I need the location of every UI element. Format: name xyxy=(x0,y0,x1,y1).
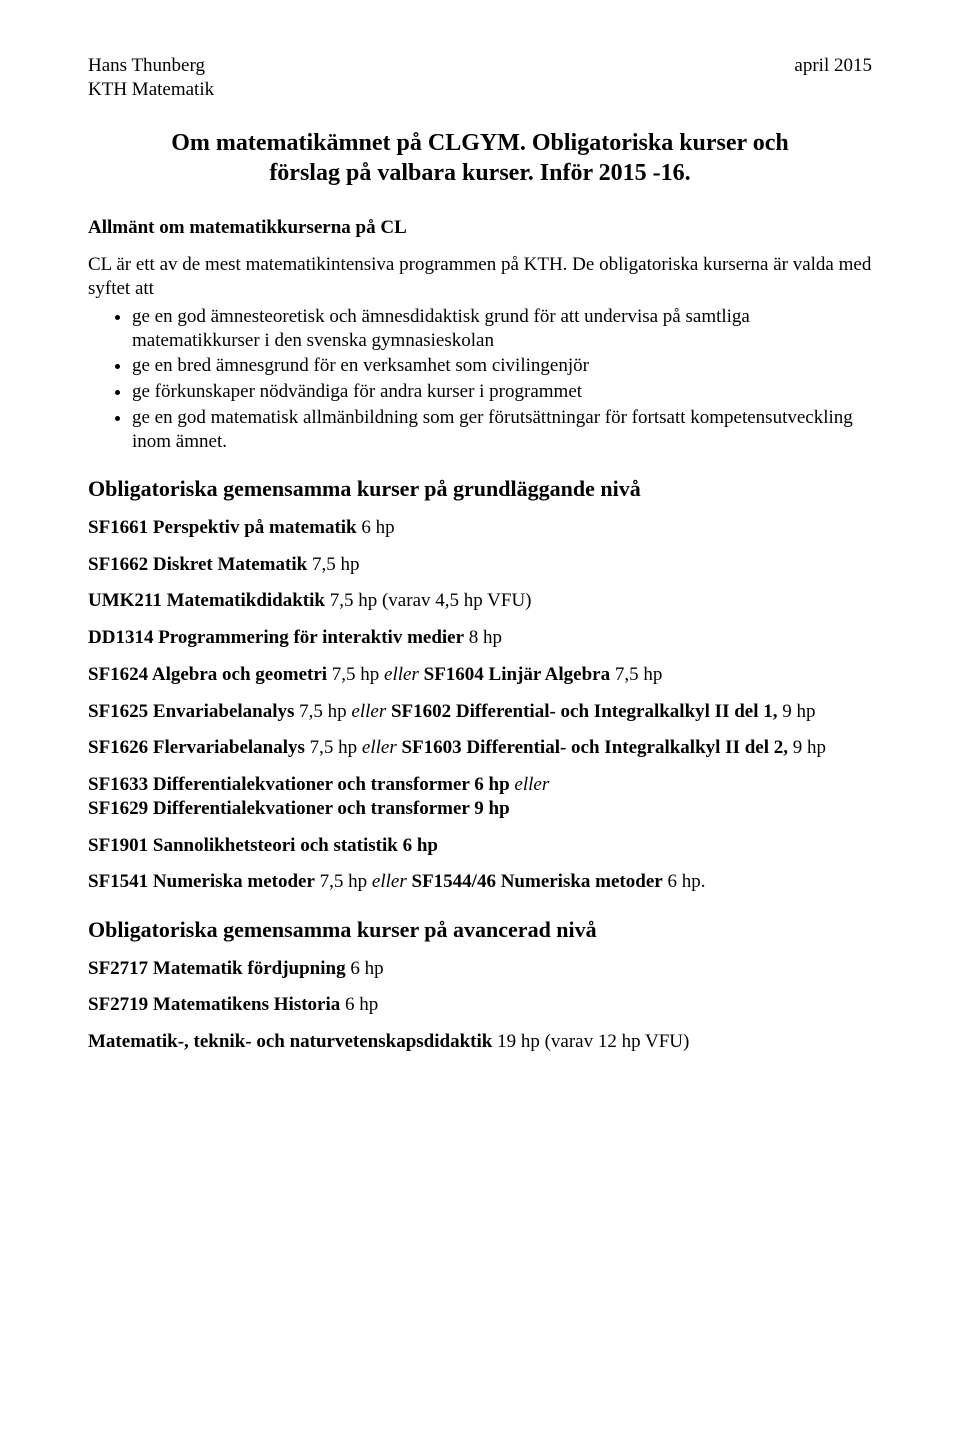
objectives-list: ge en god ämnesteoretisk och ämnesdidakt… xyxy=(88,305,872,454)
course-sf1541: SF1541 Numeriska metoder 7,5 hp eller SF… xyxy=(88,870,872,894)
title-line-1: Om matematikämnet på CLGYM. Obligatorisk… xyxy=(171,130,789,156)
course-credits: 7,5 hp xyxy=(294,701,351,722)
list-item: ge en god ämnesteoretisk och ämnesdidakt… xyxy=(132,305,872,353)
course-sf1624: SF1624 Algebra och geometri 7,5 hp eller… xyxy=(88,663,872,687)
course-credits: 7,5 hp (varav 4,5 hp VFU) xyxy=(325,590,532,611)
page-header: Hans Thunberg KTH Matematik april 2015 xyxy=(88,54,872,102)
course-alt-title: SF1544/46 Numeriska metoder xyxy=(407,871,663,892)
eller-word: eller xyxy=(362,737,397,758)
course-code-title: SF1624 Algebra och geometri xyxy=(88,664,327,685)
course-code-title: SF2717 Matematik fördjupning xyxy=(88,958,346,979)
course-credits: 19 hp (varav 12 hp VFU) xyxy=(492,1031,689,1052)
course-sf1633: SF1633 Differentialekvationer och transf… xyxy=(88,773,872,797)
course-code-title: SF2719 Matematikens Historia xyxy=(88,994,340,1015)
course-alt-title: SF1603 Differential- och Integralkalkyl … xyxy=(397,737,788,758)
course-sf2717: SF2717 Matematik fördjupning 6 hp xyxy=(88,957,872,981)
course-sf1901: SF1901 Sannolikhetsteori och statistik 6… xyxy=(88,834,872,858)
course-credits: 6 hp xyxy=(357,517,395,538)
course-alt-credits: 6 hp. xyxy=(663,871,706,892)
section-oblig-adv-heading: Obligatoriska gemensamma kurser på avanc… xyxy=(88,916,872,944)
author-name: Hans Thunberg xyxy=(88,55,205,76)
course-alt-credits: 7,5 hp xyxy=(610,664,662,685)
title-line-2: förslag på valbara kurser. Inför 2015 -1… xyxy=(269,160,690,186)
course-dd1314: DD1314 Programmering för interaktiv medi… xyxy=(88,626,872,650)
header-left: Hans Thunberg KTH Matematik xyxy=(88,54,214,102)
course-code-title: SF1633 Differentialekvationer och transf… xyxy=(88,774,514,795)
eller-word: eller xyxy=(514,774,549,795)
course-sf1662: SF1662 Diskret Matematik 7,5 hp xyxy=(88,553,872,577)
course-code-title: SF1626 Flervariabelanalys xyxy=(88,737,305,758)
course-credits: 6 hp xyxy=(340,994,378,1015)
course-umk211: UMK211 Matematikdidaktik 7,5 hp (varav 4… xyxy=(88,589,872,613)
course-code-title: SF1662 Diskret Matematik xyxy=(88,554,307,575)
course-sf2719: SF2719 Matematikens Historia 6 hp xyxy=(88,993,872,1017)
course-code-title: SF1901 Sannolikhetsteori och statistik 6… xyxy=(88,835,438,856)
course-code-title: SF1541 Numeriska metoder xyxy=(88,871,315,892)
general-intro-paragraph: CL är ett av de mest matematikintensiva … xyxy=(88,253,872,301)
eller-word: eller xyxy=(351,701,386,722)
department: KTH Matematik xyxy=(88,79,214,100)
course-code-title: SF1629 Differentialekvationer och transf… xyxy=(88,798,510,819)
course-credits: 7,5 hp xyxy=(305,737,362,758)
list-item: ge en god matematisk allmänbildning som … xyxy=(132,406,872,454)
section-oblig-basic-heading: Obligatoriska gemensamma kurser på grund… xyxy=(88,475,872,503)
course-code-title: DD1314 Programmering för interaktiv medi… xyxy=(88,627,464,648)
course-didaktik: Matematik-, teknik- och naturvetenskapsd… xyxy=(88,1030,872,1054)
course-code-title: SF1661 Perspektiv på matematik xyxy=(88,517,357,538)
course-alt-title: SF1602 Differential- och Integralkalkyl … xyxy=(386,701,777,722)
course-sf1661: SF1661 Perspektiv på matematik 6 hp xyxy=(88,516,872,540)
section-general-heading: Allmänt om matematikkurserna på CL xyxy=(88,216,872,240)
list-item: ge förkunskaper nödvändiga för andra kur… xyxy=(132,380,872,404)
course-sf1629: SF1629 Differentialekvationer och transf… xyxy=(88,797,872,821)
course-alt-credits: 9 hp xyxy=(778,701,816,722)
course-code-title: UMK211 Matematikdidaktik xyxy=(88,590,325,611)
course-credits: 7,5 hp xyxy=(315,871,372,892)
course-sf1626: SF1626 Flervariabelanalys 7,5 hp eller S… xyxy=(88,736,872,760)
document-title: Om matematikämnet på CLGYM. Obligatorisk… xyxy=(88,128,872,188)
eller-word: eller xyxy=(384,664,419,685)
course-credits: 7,5 hp xyxy=(307,554,359,575)
header-date: april 2015 xyxy=(794,54,872,102)
list-item: ge en bred ämnesgrund för en verksamhet … xyxy=(132,354,872,378)
course-code-title: Matematik-, teknik- och naturvetenskapsd… xyxy=(88,1031,492,1052)
course-code-title: SF1625 Envariabelanalys xyxy=(88,701,294,722)
course-alt-title: SF1604 Linjär Algebra xyxy=(419,664,610,685)
course-credits: 7,5 hp xyxy=(327,664,384,685)
course-sf1625: SF1625 Envariabelanalys 7,5 hp eller SF1… xyxy=(88,700,872,724)
eller-word: eller xyxy=(372,871,407,892)
course-alt-credits: 9 hp xyxy=(788,737,826,758)
course-credits: 8 hp xyxy=(464,627,502,648)
course-credits: 6 hp xyxy=(346,958,384,979)
